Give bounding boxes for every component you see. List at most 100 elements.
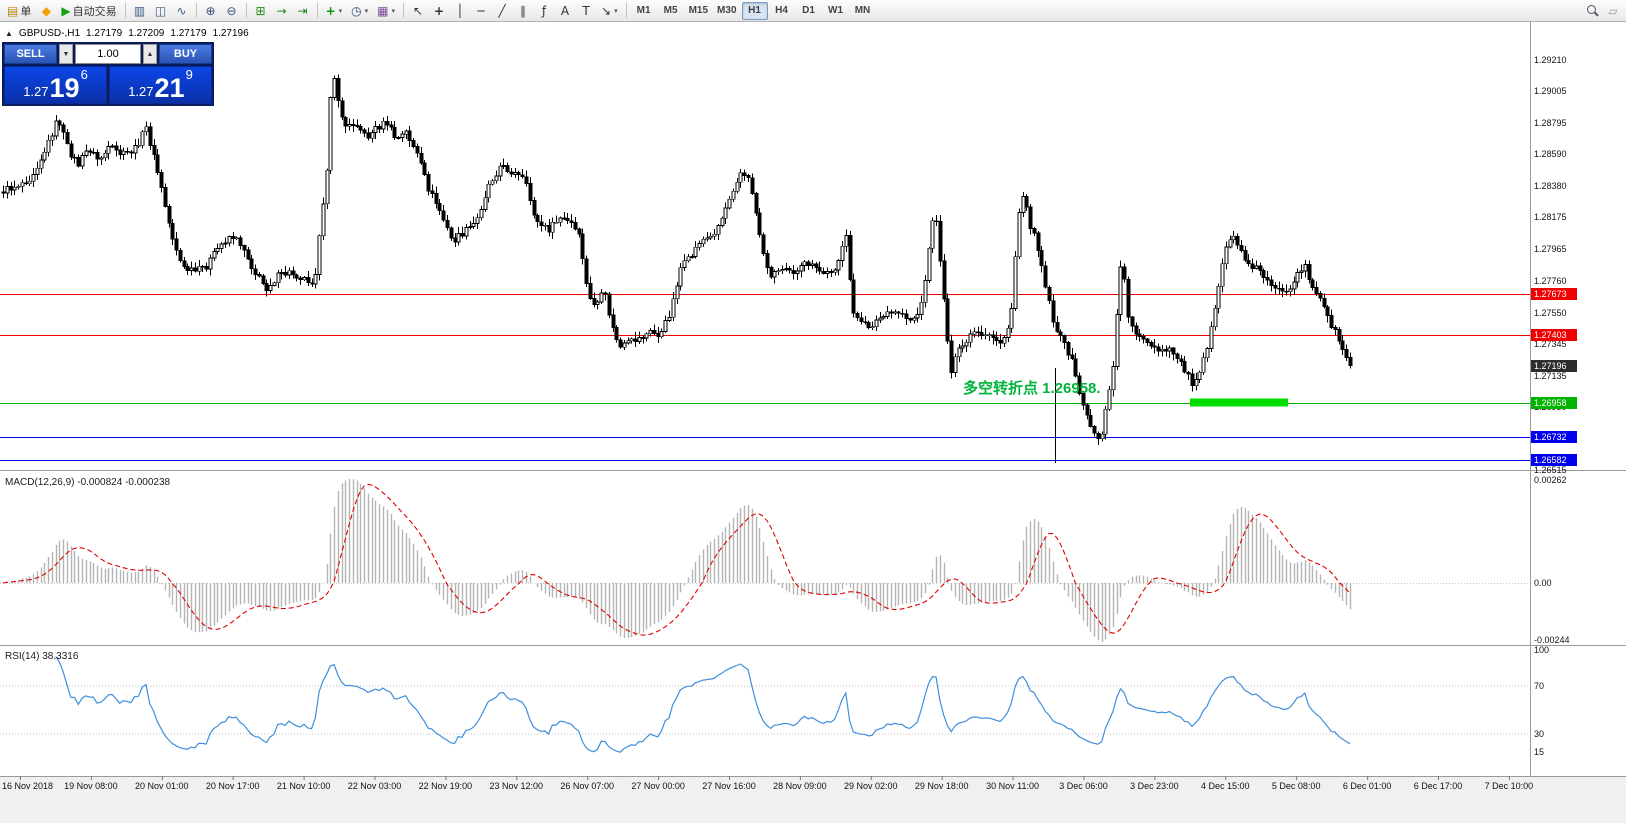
time-axis-label: 6 Dec 01:00 <box>1342 781 1392 791</box>
price-scale-label: 1.29210 <box>1534 55 1567 65</box>
zoom-out-button[interactable]: ⊖ <box>222 2 242 20</box>
new-order-button[interactable]: ▤ 单 <box>3 2 35 20</box>
cursor-button[interactable]: ↖ <box>408 2 428 20</box>
rsi-indicator-label: RSI(14) 38.3316 <box>5 651 79 662</box>
rsi-indicator <box>0 656 1530 753</box>
support-zone-highlight[interactable] <box>1190 398 1288 407</box>
volume-increase-button[interactable]: ▲ <box>143 44 157 64</box>
rsi-scale-label: 15 <box>1534 747 1545 757</box>
crosshair-button[interactable]: + <box>429 2 449 20</box>
time-axis-label: 27 Nov 00:00 <box>631 781 685 791</box>
bar-chart-button[interactable]: ▥ <box>130 2 150 20</box>
timeframe-H1[interactable]: H1 <box>741 1 768 20</box>
ohlc-high: 1.27209 <box>128 28 165 39</box>
time-axis-label: 7 Dec 10:00 <box>1484 781 1534 791</box>
time-axis-label: 26 Nov 07:00 <box>560 781 614 791</box>
horizontal-line-button[interactable]: ─ <box>471 2 491 20</box>
sell-price-big: 19 <box>49 73 80 104</box>
time-axis[interactable]: 16 Nov 2018 19 Nov 08:00 20 Nov 01:00 20 No… <box>0 776 1626 798</box>
timeframe-M5[interactable]: M5 <box>663 5 678 16</box>
arrows-button[interactable]: ↘ ▾ <box>597 2 622 20</box>
timeframe-W1[interactable]: W1 <box>828 5 843 16</box>
zoom-in-button[interactable]: ⊕ <box>201 2 221 20</box>
time-axis-label: 3 Dec 06:00 <box>1059 781 1108 791</box>
time-axis-label: 29 Nov 02:00 <box>844 781 898 791</box>
time-axis-label: 23 Nov 12:00 <box>489 781 544 791</box>
label-button[interactable]: T <box>576 2 596 20</box>
channel-button[interactable]: ∥ <box>513 2 533 20</box>
price-level-tag: 1.27673 <box>1531 288 1577 300</box>
time-axis-label: 29 Nov 18:00 <box>914 781 969 791</box>
chart-shift-button[interactable]: ⇥ <box>293 2 313 20</box>
timeframe-H4[interactable]: H4 <box>775 5 788 16</box>
templates-button[interactable]: ▦ ▾ <box>373 2 399 20</box>
timeframe-MN[interactable]: MN <box>854 5 871 16</box>
macd-signal-line <box>2 483 1351 636</box>
chart-background[interactable] <box>0 22 1626 776</box>
sell-button[interactable]: SELL <box>4 44 57 64</box>
data-window-button[interactable]: ▱ <box>1603 2 1623 20</box>
candlestick-chart-button[interactable]: ◫ <box>151 2 171 20</box>
dropdown-arrow-icon: ▾ <box>338 7 343 15</box>
timeframe-M30[interactable]: M30 <box>717 5 737 16</box>
timeframe-M1[interactable]: M1 <box>636 5 651 16</box>
fibonacci-icon: ƒ <box>541 3 547 18</box>
volume-input[interactable] <box>75 44 141 64</box>
macd-scale-label: 0.00262 <box>1534 475 1567 485</box>
ohlc-close: 1.27196 <box>212 28 249 39</box>
new-chart-button[interactable]: + ▾ <box>322 2 347 20</box>
pivot-annotation-text[interactable]: 多空转折点 1.26958. <box>963 380 1101 397</box>
volume-decrease-button[interactable]: ▼ <box>59 44 73 64</box>
buy-price-big: 21 <box>154 73 185 104</box>
price-scale-label: 1.27760 <box>1534 276 1567 286</box>
search-button[interactable] <box>1582 2 1602 20</box>
oct-toggle[interactable]: ▲ <box>5 29 13 38</box>
price-scale-label: 1.27345 <box>1534 339 1567 349</box>
candlestick-chart-icon: ◫ <box>154 3 167 18</box>
new-order-button-label: 单 <box>20 5 32 18</box>
price-level-tag: 1.26732 <box>1531 431 1577 443</box>
vertical-line-icon: │ <box>456 3 464 18</box>
price-scale-label: 1.27135 <box>1534 371 1567 381</box>
time-axis-label: 16 Nov 2018 <box>2 781 54 791</box>
fibonacci-button[interactable]: ƒ <box>534 2 554 20</box>
buy-price-button[interactable]: 1.27 21 9 <box>109 66 212 104</box>
periods-button[interactable]: ◷ ▾ <box>347 2 372 20</box>
price-scale-label: 1.28175 <box>1534 212 1567 222</box>
time-axis-label: 22 Nov 03:00 <box>347 781 402 791</box>
rsi-scale-label: 70 <box>1534 681 1545 691</box>
text-icon: A <box>560 3 570 18</box>
timeframe-D1[interactable]: D1 <box>802 5 815 16</box>
time-axis-label: 6 Dec 17:00 <box>1413 781 1463 791</box>
macd-indicator <box>0 479 1530 642</box>
zoom-out-icon: ⊖ <box>226 3 237 18</box>
vertical-line-button[interactable]: │ <box>450 2 470 20</box>
dropdown-arrow-icon: ▾ <box>364 7 369 15</box>
search-icon <box>1586 5 1598 16</box>
time-axis-label: 28 Nov 09:00 <box>773 781 827 791</box>
autotrading-button[interactable]: ▶ 自动交易 <box>57 2 120 20</box>
price-scale-label: 1.27965 <box>1534 244 1567 254</box>
price-scale-label: 1.29005 <box>1534 86 1567 96</box>
price-scale[interactable]: 1.29210 1.29005 1.28795 1.28590 1.28380 1.281… <box>1530 22 1626 776</box>
line-chart-button[interactable]: ∿ <box>172 2 192 20</box>
macd-scale-label: -0.00244 <box>1534 635 1570 645</box>
mql5-button[interactable]: ◆ <box>36 2 56 20</box>
rsi-line <box>55 656 1351 753</box>
trendline-button[interactable]: ╱ <box>492 2 512 20</box>
buy-price-prefix: 1.27 <box>128 84 154 99</box>
current-price-tag: 1.27196 <box>1531 360 1577 372</box>
timeframe-M15[interactable]: M15 <box>688 5 709 16</box>
buy-button[interactable]: BUY <box>159 44 212 64</box>
tile-windows-icon: ⊞ <box>255 3 266 18</box>
text-button[interactable]: A <box>555 2 575 20</box>
arrows-icon: ↘ <box>601 3 612 18</box>
auto-scroll-button[interactable]: → <box>272 2 292 20</box>
sell-price-button[interactable]: 1.27 19 6 <box>4 66 107 104</box>
tile-windows-button[interactable]: ⊞ <box>251 2 271 20</box>
price-scale-label: 1.26515 <box>1534 465 1567 475</box>
rsi-scale-label: 100 <box>1534 645 1550 655</box>
price-level-tag: 1.26958 <box>1531 397 1577 409</box>
